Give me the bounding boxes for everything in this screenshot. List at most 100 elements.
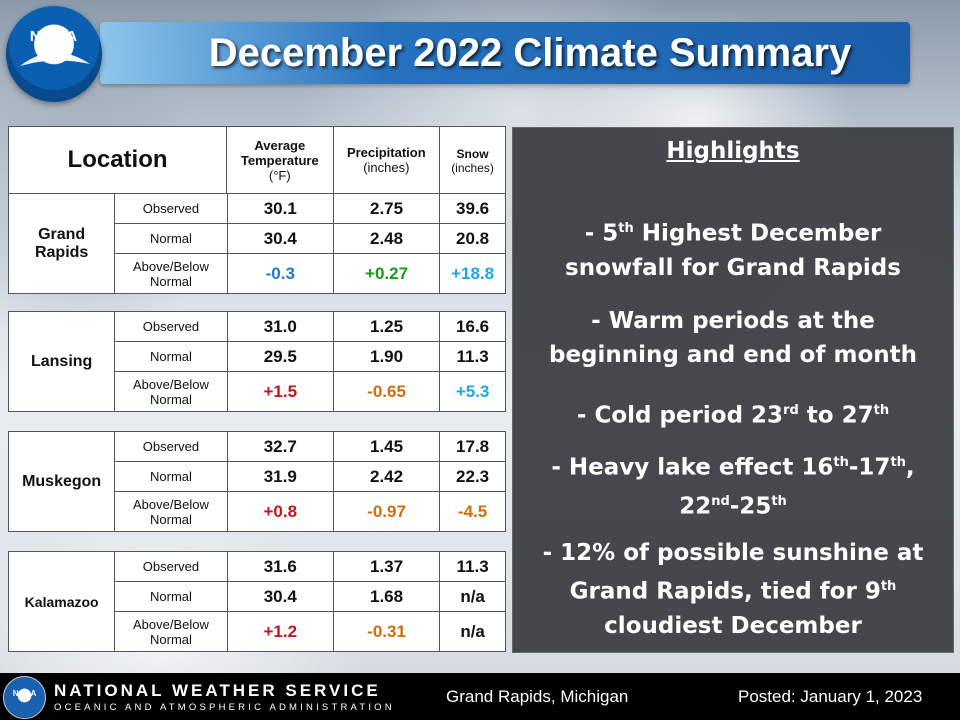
row-label-normal: Normal <box>114 341 228 372</box>
location-name: Kalamazoo <box>7 551 116 652</box>
location-name-line2: Rapids <box>34 243 89 261</box>
observed-temperature: 32.7 <box>226 431 334 462</box>
observed-snow: 16.6 <box>439 311 506 342</box>
row-label-normal: Normal <box>114 223 228 254</box>
normal-temperature: 30.4 <box>226 581 334 612</box>
parent-agency-name: OCEANIC AND ATMOSPHERIC ADMINISTRATION <box>54 702 395 713</box>
row-label-observed: Observed <box>114 311 228 342</box>
observed-precipitation: 1.37 <box>332 551 441 582</box>
highlight-text: to 27 <box>798 402 874 429</box>
observed-precipitation: 2.75 <box>332 193 441 224</box>
location-name: Muskegon <box>7 431 116 532</box>
row-label-departure: Above/Below Normal <box>114 253 228 294</box>
highlight-text: 22 <box>679 493 712 520</box>
departure-snow: -4.5 <box>439 491 506 532</box>
agency-name: NATIONAL WEATHER SERVICE <box>54 681 381 700</box>
temperature-header-label: Average Temperature <box>240 137 319 168</box>
departure-precipitation: -0.65 <box>332 371 441 412</box>
highlight-item-cold-period: - Cold period 23rd to 27th <box>519 394 947 433</box>
location-name-line1: Grand <box>38 225 86 243</box>
row-label-departure: Above/Below Normal <box>114 611 228 652</box>
table-row: Lansing Observed 31.0 1.25 16.6 <box>7 311 506 412</box>
highlights-title: Highlights <box>666 138 800 164</box>
observed-snow: 39.6 <box>439 193 506 224</box>
row-label-observed: Observed <box>114 551 228 582</box>
noaa-logo-icon: NOAA <box>6 6 102 102</box>
highlight-superscript: th <box>873 403 890 418</box>
highlight-text: Grand Rapids, tied for 9 <box>569 578 881 605</box>
table-row: Above/Below Normal +1.2 -0.31 n/a <box>9 611 506 652</box>
location-name: Lansing <box>7 311 116 412</box>
location-table-lansing: Lansing Observed 31.0 1.25 16.6 Normal 2… <box>7 311 506 412</box>
departure-temperature: +0.8 <box>226 491 334 532</box>
table-row: Muskegon Observed 32.7 1.45 17.8 <box>7 431 506 532</box>
highlight-text: Highest December <box>633 220 882 247</box>
row-label-normal: Normal <box>114 581 228 612</box>
row-label-observed: Observed <box>114 431 228 462</box>
table-row: Above/Below Normal +1.5 -0.65 +5.3 <box>9 371 506 412</box>
location-table-grand-rapids: Grand Rapids Observed 30.1 2.75 39.6 Nor… <box>7 193 506 294</box>
departure-label-line2: Normal <box>150 511 192 527</box>
highlight-text: - 5 <box>584 220 619 247</box>
row-label-departure: Above/Below Normal <box>114 491 228 532</box>
temperature-column-header: Average Temperature (°F) <box>226 126 334 194</box>
departure-temperature: +1.5 <box>226 371 334 412</box>
normal-precipitation: 2.42 <box>332 461 441 492</box>
highlight-item-sunshine: - 12% of possible sunshine at Grand Rapi… <box>519 536 947 643</box>
highlight-superscript: nd <box>711 493 730 509</box>
table-row: Above/Below Normal +0.8 -0.97 -4.5 <box>9 491 506 532</box>
highlight-text: -17 <box>848 454 891 481</box>
highlight-item-lake-effect: - Heavy lake effect 16th-17th, 22nd-25th <box>519 446 947 523</box>
departure-label-line1: Above/Below <box>133 496 209 512</box>
departure-label-line1: Above/Below <box>133 258 209 274</box>
highlight-text: - 12% of possible sunshine at <box>542 540 924 566</box>
table-header: Location Average Temperature (°F) Precip… <box>7 126 506 194</box>
highlight-text: -25 <box>729 493 772 520</box>
table-row: Grand Rapids Observed 30.1 2.75 39.6 <box>7 193 506 294</box>
observed-snow: 17.8 <box>439 431 506 462</box>
departure-snow: +5.3 <box>439 371 506 412</box>
departure-label-line2: Normal <box>150 391 192 407</box>
table-row: Normal 30.4 1.68 n/a <box>9 581 506 612</box>
highlight-text: , <box>905 454 915 481</box>
nws-logo-text: NOAA <box>12 689 37 698</box>
highlight-superscript: th <box>771 493 787 509</box>
highlight-text: - Heavy lake effect 16 <box>551 454 834 481</box>
departure-snow: +18.8 <box>439 253 506 294</box>
location-name: Grand Rapids <box>7 193 116 294</box>
row-label-departure: Above/Below Normal <box>114 371 228 412</box>
observed-temperature: 31.6 <box>226 551 334 582</box>
departure-precipitation: -0.31 <box>332 611 441 652</box>
row-label-normal: Normal <box>114 461 228 492</box>
departure-precipitation: -0.97 <box>332 491 441 532</box>
departure-label-line1: Above/Below <box>133 616 209 632</box>
table-row: Normal 31.9 2.42 22.3 <box>9 461 506 492</box>
highlight-text: beginning and end of month <box>548 342 918 368</box>
snow-header-label: Snow <box>456 146 489 161</box>
highlight-item-warm-periods: - Warm periods at the beginning and end … <box>519 304 947 372</box>
departure-temperature: +1.2 <box>226 611 334 652</box>
nws-logo-icon: NOAA <box>3 676 46 719</box>
normal-temperature: 30.4 <box>226 223 334 254</box>
normal-precipitation: 1.68 <box>332 581 441 612</box>
highlight-superscript: rd <box>783 403 799 418</box>
highlight-item-snowfall-rank: - 5th Highest December snowfall for Gran… <box>519 212 947 285</box>
departure-label-line1: Above/Below <box>133 376 209 392</box>
observed-precipitation: 1.45 <box>332 431 441 462</box>
normal-temperature: 31.9 <box>226 461 334 492</box>
normal-snow: 20.8 <box>439 223 506 254</box>
location-column-header: Location <box>7 126 228 194</box>
footer-bar: NOAA NATIONAL WEATHER SERVICE OCEANIC AN… <box>0 673 960 720</box>
highlights-panel: Highlights - 5th Highest December snowfa… <box>512 127 954 653</box>
title-banner <box>100 22 910 84</box>
normal-snow: n/a <box>439 581 506 612</box>
snow-column-header: Snow (inches) <box>439 126 506 194</box>
highlight-text: snowfall for Grand Rapids <box>565 254 901 281</box>
normal-snow: 22.3 <box>439 461 506 492</box>
table-row: Kalamazoo Observed 31.6 1.37 11.3 <box>7 551 506 652</box>
table-row: Normal 30.4 2.48 20.8 <box>9 223 506 254</box>
page-title: December 2022 Climate Summary <box>208 31 852 75</box>
normal-snow: 11.3 <box>439 341 506 372</box>
row-label-observed: Observed <box>114 193 228 224</box>
location-table-muskegon: Muskegon Observed 32.7 1.45 17.8 Normal … <box>7 431 506 532</box>
